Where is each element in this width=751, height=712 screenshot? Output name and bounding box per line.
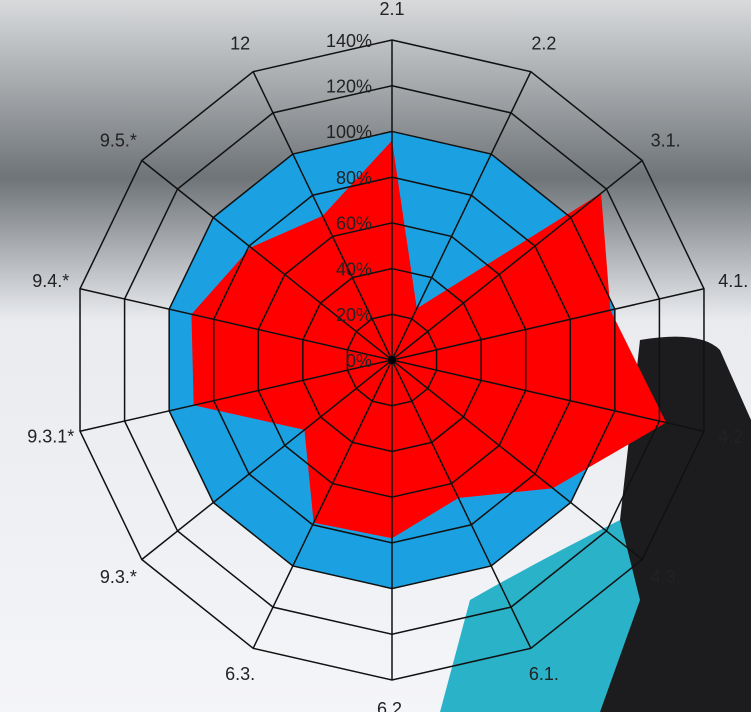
category-label: 6.2. [377,699,407,712]
category-label: 6.1. [529,664,559,684]
y-tick-label: 20% [336,305,372,325]
y-tick-label: 120% [326,76,372,96]
center [388,356,396,364]
spoke [391,288,705,361]
category-label: 12 [230,33,250,53]
y-tick-label: 60% [336,214,372,234]
spoke [391,71,532,361]
category-label: 2.1 [379,0,404,19]
category-label: 4.2. [718,427,748,447]
spoke [252,71,393,361]
y-tick-label: 80% [336,168,372,188]
category-label: 2.2 [531,33,556,53]
category-label: 9.3.1* [27,427,74,447]
spoke [252,359,393,649]
plot: 2.1 2.2 3.1. 4.1. 4.2. 4.3. 6.1. 6.2. 6.3. 9.3.* 9… [27,0,748,712]
category-label: 4.1. [718,271,748,291]
category-label: 3.1. [651,131,681,151]
category-label: 9.4.* [32,271,69,291]
spoke [79,288,393,361]
spoke [391,359,643,561]
spoke [391,359,705,432]
sleeve [440,520,640,712]
series-area [191,140,667,539]
spoke [141,359,393,561]
category-label: 6.3. [225,664,255,684]
spoke [79,359,393,432]
category-label: 9.3.* [100,567,137,587]
y-tick-label: 0% [346,351,372,371]
spoke [391,159,643,361]
category-label: 9.5.* [100,131,137,151]
spoke [391,359,532,649]
y-tick-label: 40% [336,259,372,279]
spoke [141,159,393,361]
y-tick-label: 100% [326,122,372,142]
y-tick-label: 140% [326,31,372,51]
category-label: 4.3. [651,567,681,587]
